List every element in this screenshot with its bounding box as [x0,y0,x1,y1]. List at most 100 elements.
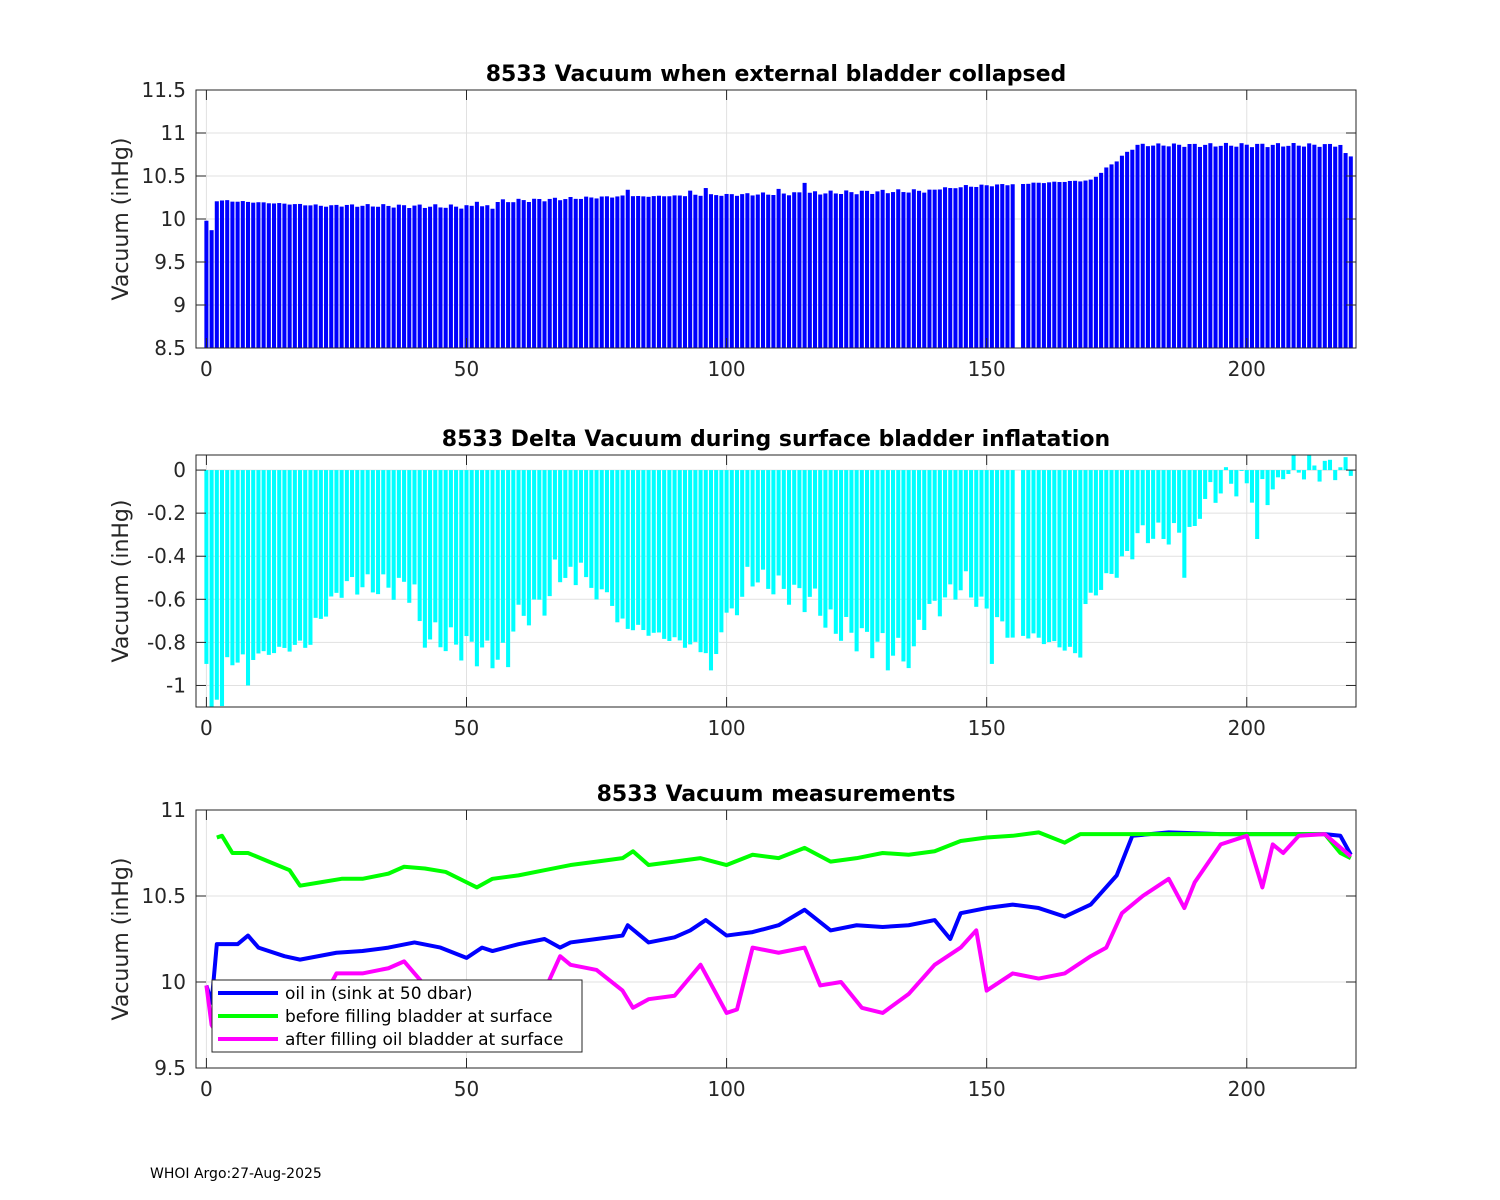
bar [698,470,703,653]
bar [1348,470,1353,476]
bar [714,470,719,655]
x-tick-label: 50 [454,357,479,381]
chart-vacuum-collapsed: 0 50 100 150 200 8.5 9 9.5 10 10.5 11 11.5 8533 Vacu… [109,62,1357,381]
bar [771,470,776,595]
x-tick-label: 0 [200,357,213,381]
bar [1260,143,1265,348]
legend-label: oil in (sink at 50 dbar) [285,984,473,1004]
bar [1000,184,1005,348]
bar [308,470,313,645]
bar [1322,460,1327,471]
bar [771,195,776,348]
bar [438,470,443,648]
bar [1093,176,1098,348]
bar [1010,470,1015,638]
bar [584,196,589,348]
bar [719,195,724,348]
bar [807,192,812,348]
bar [1031,182,1036,348]
bar [360,205,365,348]
bar [391,470,396,600]
bar [1057,182,1062,348]
bar [1343,153,1348,348]
bar [917,470,922,620]
x-tick-label: 100 [707,1077,745,1101]
bar [391,207,396,348]
bar [880,470,885,634]
bar [261,202,266,348]
bar [630,196,635,348]
bar [552,197,557,348]
bar [511,202,516,348]
series-line-0 [204,830,1353,1005]
bar [766,470,771,589]
axes-box [195,809,1357,1069]
bar [1187,470,1192,527]
bar [740,470,745,597]
bar [1156,470,1161,523]
bar [1156,143,1161,348]
bar [646,196,651,348]
x-tick-label: 0 [200,1077,213,1101]
bar [417,470,422,622]
bar [917,190,922,348]
bar [948,470,953,585]
y-axis-label: Vacuum (inHg) [109,858,134,1021]
bar [1192,470,1197,526]
bar [1047,182,1052,348]
bar [532,470,537,600]
bar [849,470,854,633]
bar [776,470,781,576]
bar [891,192,896,348]
bar [1052,470,1057,642]
bar [1021,183,1026,348]
x-tick-label: 100 [707,357,745,381]
legend-label: after filling oil bladder at surface [285,1030,563,1050]
bar [1203,144,1208,348]
bar [235,201,240,348]
bar [1333,470,1338,481]
bar [797,470,802,589]
bar [844,190,849,348]
x-tick-label: 200 [1228,357,1266,381]
bar [1312,144,1317,348]
bar [1047,470,1052,643]
bar [1208,470,1213,483]
bar [1005,185,1010,348]
bar [1151,470,1156,539]
bar [604,196,609,348]
bar [1281,470,1286,480]
bar [1062,181,1067,348]
bar [958,470,963,591]
bar [859,190,864,348]
bar [558,470,563,583]
bar [708,470,714,671]
bar [786,470,792,605]
x-tick-label: 50 [454,716,479,740]
bar [209,470,214,707]
bar [781,470,786,589]
bar [1333,146,1338,348]
bar [1223,142,1228,348]
bar [963,470,968,572]
bar [500,199,505,348]
bar [1197,470,1202,519]
bar [1099,172,1104,348]
bar [1041,470,1046,645]
plot-content [204,455,1353,707]
bar [937,189,942,348]
bar [1166,470,1171,545]
bar [1093,470,1098,596]
bar [344,470,349,582]
bar [906,192,911,348]
bar [932,189,937,348]
bar [469,205,474,348]
bar [1083,180,1088,348]
bar [433,204,438,348]
bar [1229,470,1234,484]
bar [459,470,464,661]
bar [516,198,521,348]
bar [318,205,323,348]
bar [630,470,635,631]
